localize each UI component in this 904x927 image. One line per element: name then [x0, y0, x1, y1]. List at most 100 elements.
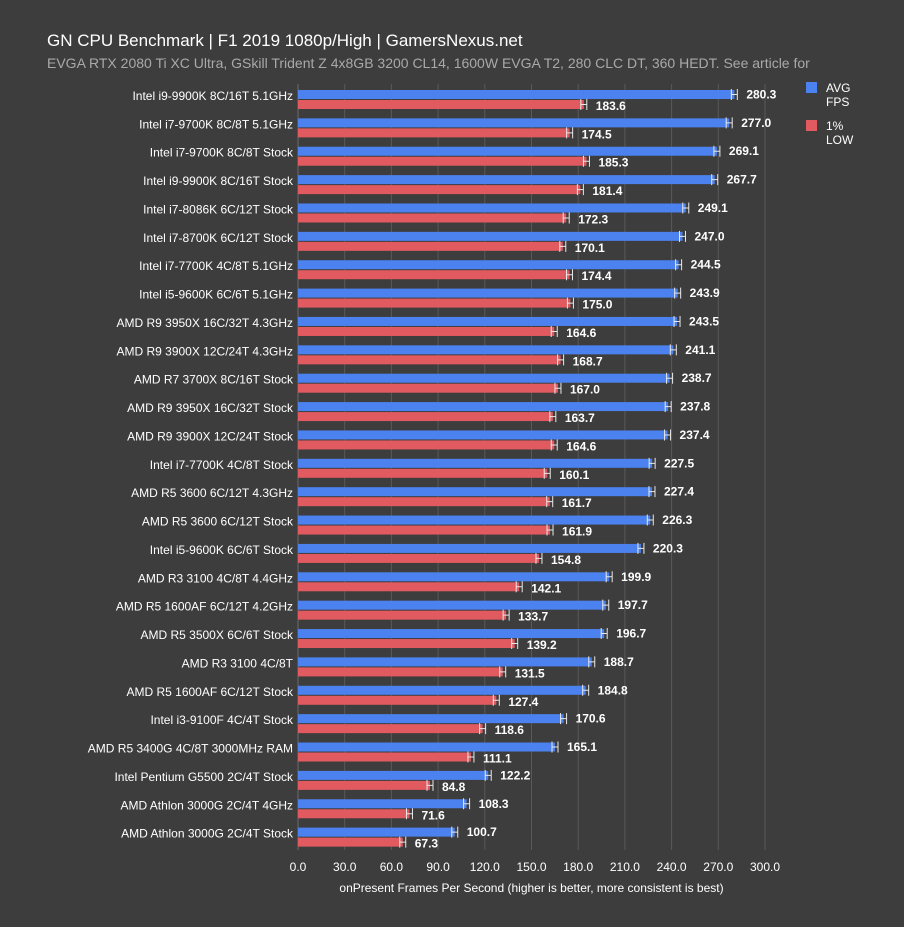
error-bar-avg	[674, 287, 682, 299]
category-label: AMD R7 3700X 8C/16T Stock	[134, 373, 294, 387]
data-label-low: 67.3	[415, 837, 439, 851]
bar-1pct-low	[298, 383, 558, 393]
category-label: Intel i3-9100F 4C/4T Stock	[150, 713, 294, 727]
bar-avg-fps	[298, 288, 678, 298]
category-label: Intel i9-9900K 8C/16T 5.1GHz	[132, 89, 293, 103]
error-bar-low	[546, 524, 554, 536]
data-label-avg: 122.2	[500, 768, 530, 782]
bar-avg-fps	[298, 487, 652, 497]
bar-1pct-low	[298, 468, 548, 478]
error-bar-avg	[713, 145, 721, 157]
x-tick-label: 0.0	[290, 860, 307, 874]
error-bar-avg	[602, 599, 610, 611]
bar-avg-fps	[298, 90, 735, 99]
bar-avg-fps	[298, 430, 668, 440]
x-tick-label: 30.0	[333, 860, 357, 874]
data-label-low: 71.6	[421, 808, 445, 822]
error-bar-low	[566, 127, 574, 139]
error-bar-low	[543, 467, 551, 479]
bar-avg-fps	[298, 629, 605, 639]
category-label: Intel i5-9600K 6C/6T Stock	[150, 543, 294, 557]
data-label-avg: 277.0	[741, 116, 771, 130]
category-label: Intel i5-9600K 6C/6T 5.1GHz	[139, 288, 293, 302]
bar-1pct-low	[298, 128, 570, 138]
bar-avg-fps	[298, 175, 715, 185]
data-label-avg: 241.1	[685, 343, 715, 357]
category-label: Intel i7-8086K 6C/12T Stock	[143, 202, 294, 216]
x-tick-label: 240.0	[657, 860, 687, 874]
error-bar-low	[554, 382, 562, 394]
category-label: AMD R9 3950X 16C/32T 4.3GHz	[116, 316, 293, 330]
category-label: Intel i7-9700K 8C/8T Stock	[150, 146, 294, 160]
data-label-low: 161.7	[562, 496, 592, 510]
data-label-low: 175.0	[582, 298, 612, 312]
x-tick-label: 300.0	[750, 860, 780, 874]
error-bar-avg	[730, 89, 738, 100]
category-label: AMD R5 3400G 4C/8T 3000MHz RAM	[88, 742, 293, 756]
data-label-low: 139.2	[527, 638, 557, 652]
x-tick-label: 210.0	[610, 860, 640, 874]
bar-1pct-low	[298, 298, 571, 308]
data-label-avg: 170.6	[576, 712, 606, 726]
data-label-avg: 267.7	[727, 173, 757, 187]
error-bar-low	[550, 325, 558, 337]
error-bar-avg	[678, 230, 686, 242]
error-bar-avg	[666, 372, 674, 384]
error-bar-low	[492, 694, 500, 706]
error-bar-avg	[637, 542, 645, 554]
data-label-avg: 227.5	[664, 456, 694, 470]
error-bar-low	[405, 808, 413, 820]
bar-1pct-low	[298, 752, 471, 762]
data-label-low: 163.7	[565, 411, 595, 425]
category-label: AMD R5 1600AF 6C/12T Stock	[126, 685, 294, 699]
bar-1pct-low	[298, 667, 503, 677]
error-bar-avg	[582, 684, 590, 696]
legend-label: FPS	[826, 95, 849, 109]
data-label-low: 172.3	[578, 212, 608, 226]
data-label-low: 185.3	[598, 156, 628, 170]
data-label-low: 127.4	[508, 695, 538, 709]
error-bar-avg	[711, 174, 719, 186]
legend-label: LOW	[826, 133, 854, 147]
category-label: AMD R5 3500X 6C/6T Stock	[140, 628, 294, 642]
data-label-avg: 249.1	[698, 201, 728, 215]
error-bar-low	[502, 609, 510, 621]
category-label: AMD R5 3600 6C/12T Stock	[142, 515, 294, 529]
bar-avg-fps	[298, 515, 651, 525]
error-bar-avg	[669, 344, 677, 356]
bar-1pct-low	[298, 270, 570, 280]
error-bar-low	[511, 638, 519, 650]
data-label-avg: 237.8	[680, 400, 710, 414]
category-label: Intel i7-7700K 4C/8T 5.1GHz	[139, 259, 293, 273]
error-bar-avg	[484, 769, 492, 781]
bar-avg-fps	[298, 373, 670, 383]
bar-avg-fps	[298, 714, 564, 724]
error-bar-avg	[673, 315, 681, 327]
error-bar-avg	[664, 401, 672, 413]
bar-avg-fps	[298, 146, 717, 156]
bar-1pct-low	[298, 213, 567, 223]
data-label-avg: 237.4	[680, 428, 710, 442]
data-label-avg: 199.9	[621, 570, 651, 584]
bar-avg-fps	[298, 742, 556, 752]
legend-label: AVG	[826, 81, 850, 95]
error-bar-low	[546, 496, 554, 508]
data-label-avg: 184.8	[598, 683, 628, 697]
data-label-avg: 244.5	[691, 258, 721, 272]
category-label: Intel i9-9900K 8C/16T Stock	[143, 174, 294, 188]
bar-avg-fps	[298, 260, 679, 270]
error-bar-low	[535, 552, 543, 564]
bar-1pct-low	[298, 156, 587, 166]
data-label-low: 142.1	[531, 581, 561, 595]
data-label-low: 168.7	[573, 354, 603, 368]
error-bar-avg	[605, 571, 613, 583]
data-label-avg: 243.9	[690, 286, 720, 300]
error-bar-avg	[560, 713, 568, 725]
data-label-avg: 247.0	[694, 229, 724, 243]
error-bar-low	[515, 581, 523, 593]
bar-avg-fps	[298, 402, 669, 412]
bar-1pct-low	[298, 497, 550, 507]
error-bar-avg	[551, 741, 559, 753]
error-bar-low	[467, 751, 475, 763]
